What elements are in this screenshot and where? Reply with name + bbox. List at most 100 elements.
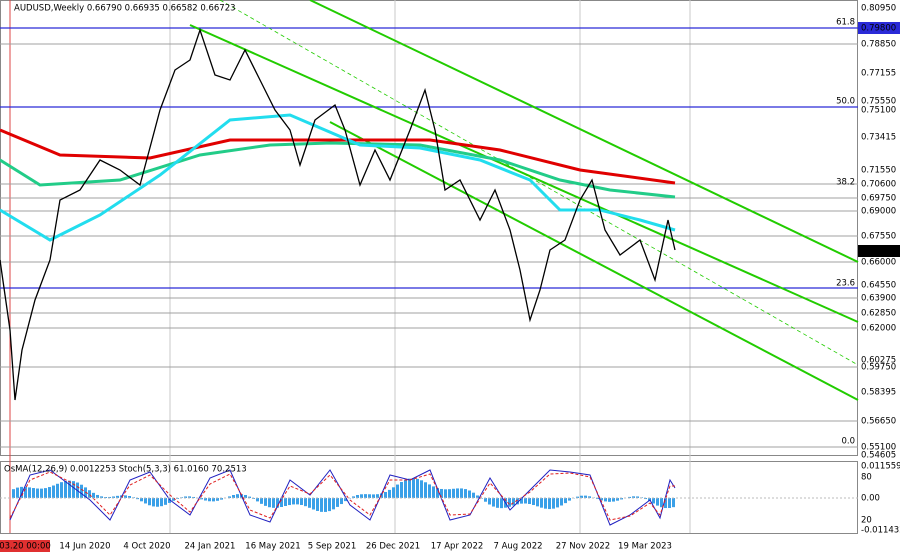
osma-bar (576, 496, 579, 498)
osma-bar (20, 486, 23, 498)
osma-bar (488, 498, 491, 505)
trend-line (219, 0, 859, 366)
time-label: 19 Mar 2023 (618, 542, 672, 552)
osma-bar (564, 498, 567, 504)
osma-bar (116, 495, 119, 498)
time-label: 4 Oct 2020 (123, 542, 170, 552)
price-label: 0.71550 (861, 166, 896, 176)
osma-bar (268, 498, 271, 508)
osma-bar (300, 498, 303, 505)
osma-bar (24, 486, 27, 498)
osma-histogram (12, 478, 675, 512)
price-label: 0.73415 (861, 133, 896, 143)
osma-bar (128, 496, 131, 498)
vertical-grid (9, 0, 691, 533)
osma-bar (104, 496, 107, 498)
osma-bar (496, 498, 499, 508)
osma-bar (548, 498, 551, 510)
osma-bar (80, 484, 83, 498)
osma-bar (256, 498, 259, 502)
price-label: 0.75550 (861, 97, 896, 107)
osma-bar (156, 498, 159, 507)
osma-bar (664, 498, 667, 509)
stoch-signal (9, 471, 675, 521)
osma-bar (316, 498, 319, 511)
osma-bar (468, 490, 471, 498)
osma-bar (432, 486, 435, 498)
osma-bar (536, 498, 539, 507)
osma-bar (484, 498, 487, 502)
osma-bar (376, 494, 379, 498)
ma-144 (0, 141, 676, 199)
price-label: 0.67550 (861, 232, 896, 242)
osma-bar (392, 487, 395, 498)
osma-bar (188, 496, 191, 498)
fib-price-box (858, 22, 900, 34)
osma-bar (48, 487, 51, 498)
osma-bar (160, 498, 163, 507)
time-label: 03.20 00:00 (0, 542, 51, 552)
osma-bar (628, 496, 631, 498)
osma-bar (108, 496, 111, 498)
osma-bar (244, 494, 247, 498)
osma-bar (168, 498, 171, 503)
osma-bar (544, 498, 547, 509)
fib-level-label: 50.0 (836, 97, 855, 107)
osma-bar (68, 480, 71, 498)
fib-level-label: 0.0 (841, 437, 855, 447)
osma-bar (580, 495, 583, 498)
osma-bar (444, 489, 447, 498)
osma-bar (304, 498, 307, 507)
osma-bar (652, 498, 655, 504)
osma-bar (72, 481, 75, 498)
osma-bar (276, 498, 279, 508)
osma-bar (456, 488, 459, 498)
osma-bar (84, 487, 87, 498)
osma-bar (416, 478, 419, 498)
osma-bar (452, 488, 455, 498)
osma-bar (616, 498, 619, 501)
osma-bar (656, 498, 659, 506)
cursor-time-box (0, 540, 50, 552)
osma-bar (364, 494, 367, 498)
time-label: 7 Aug 2022 (493, 542, 542, 552)
indicator-axis-label: 20 (861, 516, 872, 526)
osma-bar (508, 498, 511, 507)
osma-bar (152, 498, 155, 507)
osma-bar (292, 498, 295, 505)
osma-bar (600, 498, 603, 501)
indicator-axis-label: -0.011432 (861, 526, 900, 536)
current-price-box (858, 245, 900, 257)
osma-bar (136, 498, 139, 500)
price-label: 0.56650 (861, 417, 896, 427)
osma-bar (340, 498, 343, 505)
osma-bar (388, 489, 391, 498)
osma-bar (520, 498, 523, 504)
price-line (0, 27, 676, 401)
osma-bar (344, 498, 347, 502)
osma-bar (528, 498, 531, 504)
osma-bar (408, 478, 411, 498)
osma-bar (232, 494, 235, 498)
osma-bar (44, 488, 47, 498)
osma-bar (288, 498, 291, 506)
osma-bar (524, 498, 527, 504)
osma-bar (620, 498, 623, 500)
osma-bar (220, 498, 223, 500)
price-label: 0.66723 (861, 247, 896, 257)
price-label: 0.58395 (861, 388, 896, 398)
osma-bar (568, 498, 571, 501)
osma-bar (184, 496, 187, 498)
osma-bar (64, 481, 67, 498)
osma-bar (372, 494, 375, 498)
price-label: 0.60275 (861, 356, 896, 366)
osma-bar (440, 488, 443, 498)
osma-bar (204, 498, 207, 501)
osma-bar (96, 494, 99, 498)
osma-bar (356, 494, 359, 498)
main-frame (0, 0, 858, 456)
price-label: 0.70600 (861, 180, 896, 190)
osma-bar (148, 498, 151, 506)
osma-bar (428, 484, 431, 498)
osma-bar (260, 498, 263, 504)
